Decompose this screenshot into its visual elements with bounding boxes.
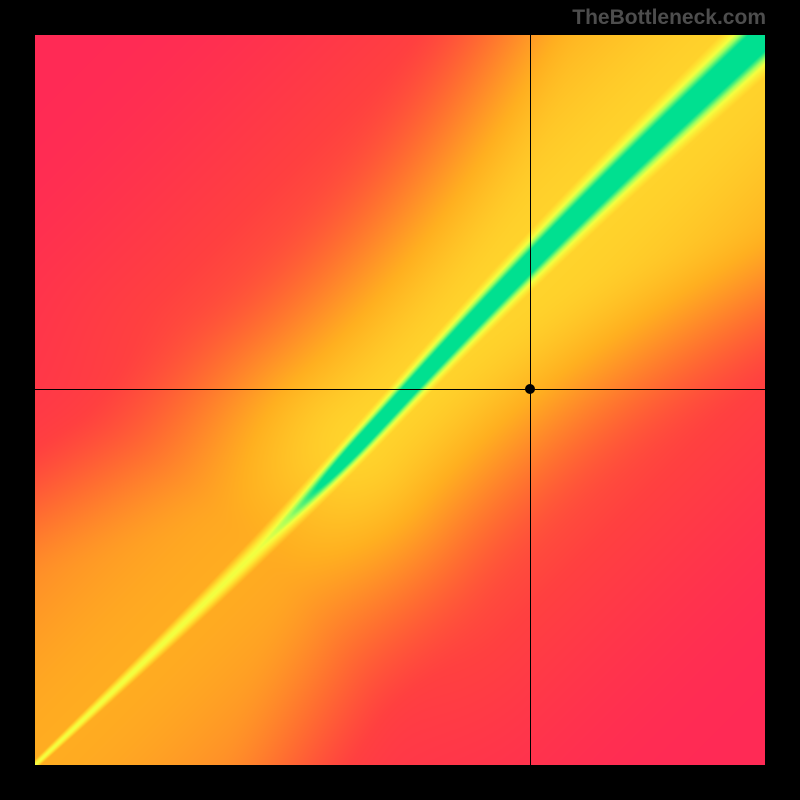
heatmap-plot [35,35,765,765]
crosshair-vertical [530,35,531,765]
watermark-text: TheBottleneck.com [572,6,766,30]
chart-container: TheBottleneck.com [0,0,800,800]
crosshair-horizontal [35,389,765,390]
heatmap-canvas [35,35,765,765]
crosshair-dot [525,384,535,394]
